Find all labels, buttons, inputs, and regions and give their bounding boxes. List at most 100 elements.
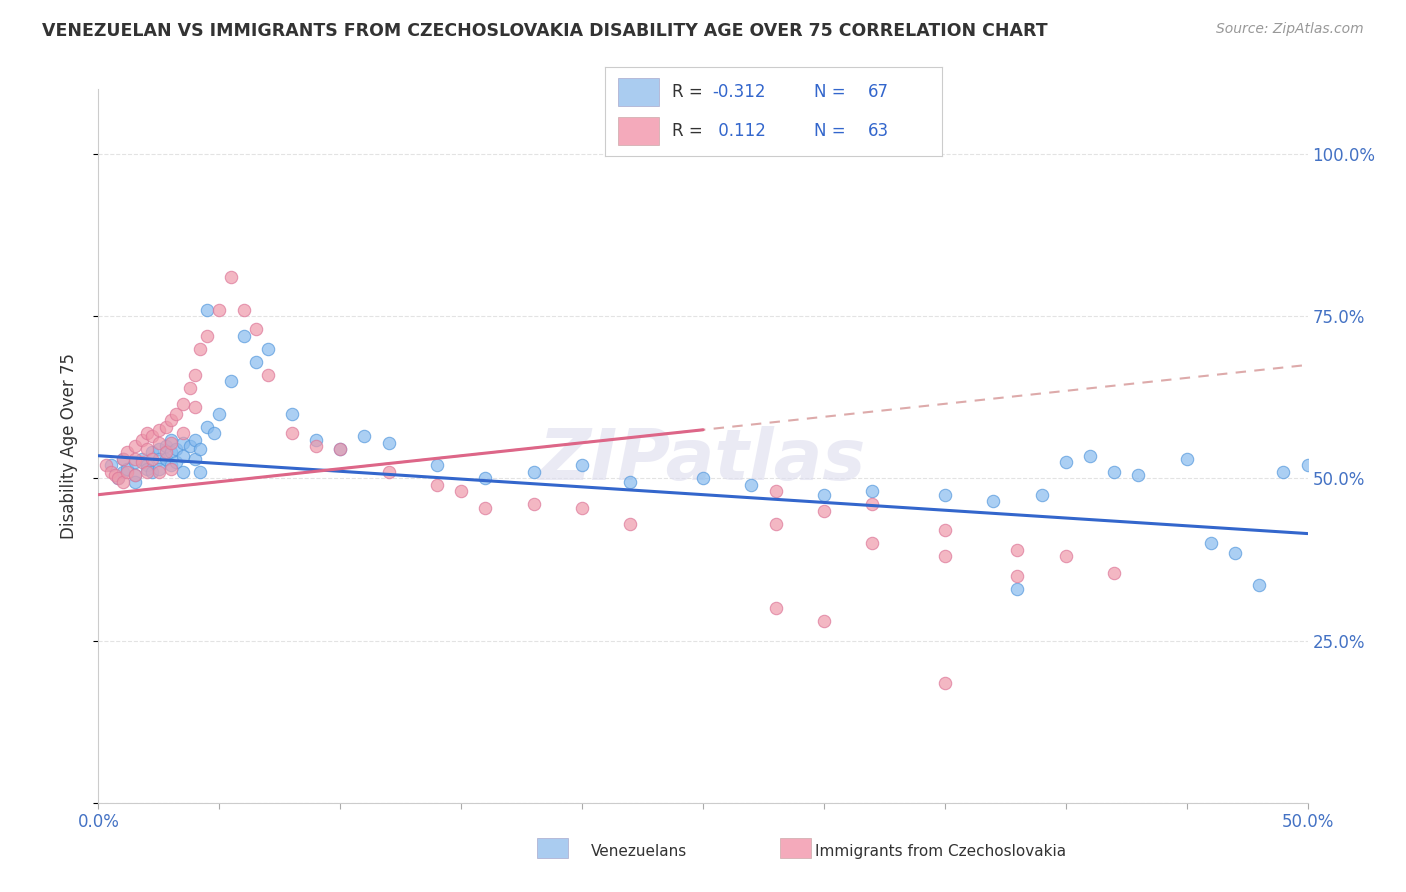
Point	[141, 465, 163, 479]
Point	[474, 500, 496, 515]
Text: N =: N =	[814, 122, 851, 140]
Point	[160, 413, 183, 427]
Point	[523, 497, 546, 511]
Point	[221, 374, 243, 388]
Point	[172, 397, 194, 411]
Text: N =: N =	[814, 83, 851, 101]
Text: 0.112: 0.112	[713, 122, 765, 140]
Point	[765, 516, 787, 531]
Point	[172, 435, 194, 450]
Point	[160, 433, 183, 447]
Point	[184, 452, 207, 467]
Point	[934, 549, 956, 564]
Point	[195, 302, 218, 317]
Point	[692, 471, 714, 485]
Point	[135, 461, 157, 475]
Point	[117, 445, 139, 459]
Point	[305, 433, 328, 447]
Point	[148, 435, 170, 450]
Point	[1272, 465, 1295, 479]
Point	[813, 614, 835, 628]
Point	[232, 302, 254, 317]
Text: R =: R =	[672, 83, 709, 101]
Point	[426, 458, 449, 473]
Point	[1296, 458, 1319, 473]
Point	[329, 442, 352, 457]
Point	[450, 484, 472, 499]
Point	[256, 368, 278, 382]
Point	[1007, 542, 1029, 557]
Point	[135, 458, 157, 473]
Point	[131, 433, 153, 447]
Text: VENEZUELAN VS IMMIGRANTS FROM CZECHOSLOVAKIA DISABILITY AGE OVER 75 CORRELATION : VENEZUELAN VS IMMIGRANTS FROM CZECHOSLOV…	[42, 22, 1047, 40]
Text: 67: 67	[868, 83, 889, 101]
Point	[131, 452, 153, 467]
Point	[281, 407, 304, 421]
Point	[124, 468, 146, 483]
Point	[165, 407, 187, 421]
Point	[1078, 449, 1101, 463]
Point	[100, 465, 122, 479]
Text: R =: R =	[672, 122, 709, 140]
Point	[1223, 546, 1246, 560]
Point	[1031, 488, 1053, 502]
Point	[813, 488, 835, 502]
Point	[1007, 568, 1029, 582]
Point	[377, 435, 399, 450]
Point	[94, 458, 117, 473]
Point	[765, 484, 787, 499]
Point	[100, 458, 122, 473]
Point	[934, 524, 956, 538]
Text: ZIPatlas: ZIPatlas	[540, 425, 866, 495]
Point	[329, 442, 352, 457]
Point	[135, 465, 157, 479]
Point	[160, 445, 183, 459]
Point	[208, 302, 231, 317]
Point	[353, 429, 375, 443]
Point	[172, 465, 194, 479]
Point	[765, 601, 787, 615]
Point	[141, 429, 163, 443]
Point	[1102, 465, 1125, 479]
Point	[245, 322, 267, 336]
Point	[179, 439, 201, 453]
Point	[1007, 582, 1029, 596]
Y-axis label: Disability Age Over 75: Disability Age Over 75	[59, 353, 77, 539]
Point	[221, 270, 243, 285]
Point	[117, 461, 139, 475]
Point	[195, 328, 218, 343]
Point	[1175, 452, 1198, 467]
Point	[160, 461, 183, 475]
Point	[155, 419, 177, 434]
Bar	[619, 78, 658, 106]
Point	[188, 442, 211, 457]
Point	[184, 400, 207, 414]
Point	[111, 452, 134, 467]
Point	[160, 458, 183, 473]
Point	[523, 465, 546, 479]
Point	[148, 423, 170, 437]
Text: Venezuelans: Venezuelans	[591, 845, 686, 859]
Text: Source: ZipAtlas.com: Source: ZipAtlas.com	[1216, 22, 1364, 37]
Point	[474, 471, 496, 485]
Text: 63: 63	[868, 122, 889, 140]
Point	[155, 439, 177, 453]
Point	[124, 439, 146, 453]
Point	[124, 452, 146, 467]
Point	[172, 449, 194, 463]
Point	[124, 475, 146, 489]
Point	[860, 536, 883, 550]
Point	[111, 465, 134, 479]
Point	[124, 455, 146, 469]
Point	[148, 452, 170, 467]
Point	[1249, 578, 1271, 592]
Point	[305, 439, 328, 453]
Point	[155, 445, 177, 459]
Point	[256, 342, 278, 356]
Point	[934, 488, 956, 502]
Point	[111, 452, 134, 467]
Bar	[619, 117, 658, 145]
Point	[740, 478, 762, 492]
Point	[135, 442, 157, 457]
Point	[111, 475, 134, 489]
